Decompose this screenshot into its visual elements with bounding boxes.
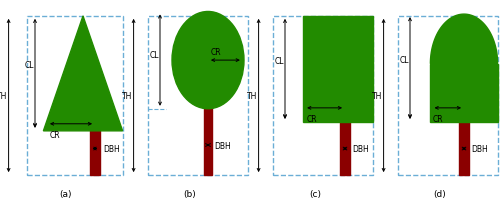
Text: CL: CL — [400, 55, 409, 64]
Text: (a): (a) — [59, 189, 72, 198]
Bar — [26, 17, 122, 175]
Text: CR: CR — [433, 114, 444, 123]
Bar — [90, 122, 101, 175]
Bar — [273, 17, 372, 175]
Text: CR: CR — [210, 48, 221, 56]
Bar — [303, 17, 372, 122]
Polygon shape — [430, 15, 498, 64]
Text: (c): (c) — [309, 189, 321, 198]
Text: TH: TH — [0, 92, 8, 100]
Text: DBH: DBH — [103, 144, 120, 153]
Text: DBH: DBH — [471, 144, 488, 153]
Text: DBH: DBH — [214, 141, 232, 150]
Text: CL: CL — [150, 51, 159, 60]
Text: TH: TH — [247, 92, 258, 100]
Text: (d): (d) — [434, 189, 446, 198]
Polygon shape — [44, 17, 122, 131]
Text: CL: CL — [274, 56, 284, 65]
Bar — [398, 17, 498, 175]
Text: TH: TH — [122, 92, 132, 100]
Text: DBH: DBH — [352, 144, 369, 153]
Bar — [459, 114, 469, 175]
Text: TH: TH — [372, 92, 382, 100]
Text: (b): (b) — [184, 189, 196, 198]
Ellipse shape — [172, 12, 244, 109]
Bar — [148, 17, 248, 175]
Text: CR: CR — [306, 114, 317, 123]
Text: CR: CR — [50, 130, 60, 139]
Bar — [204, 105, 212, 175]
Bar — [340, 114, 350, 175]
Bar — [430, 64, 498, 122]
Text: CL: CL — [24, 61, 34, 70]
